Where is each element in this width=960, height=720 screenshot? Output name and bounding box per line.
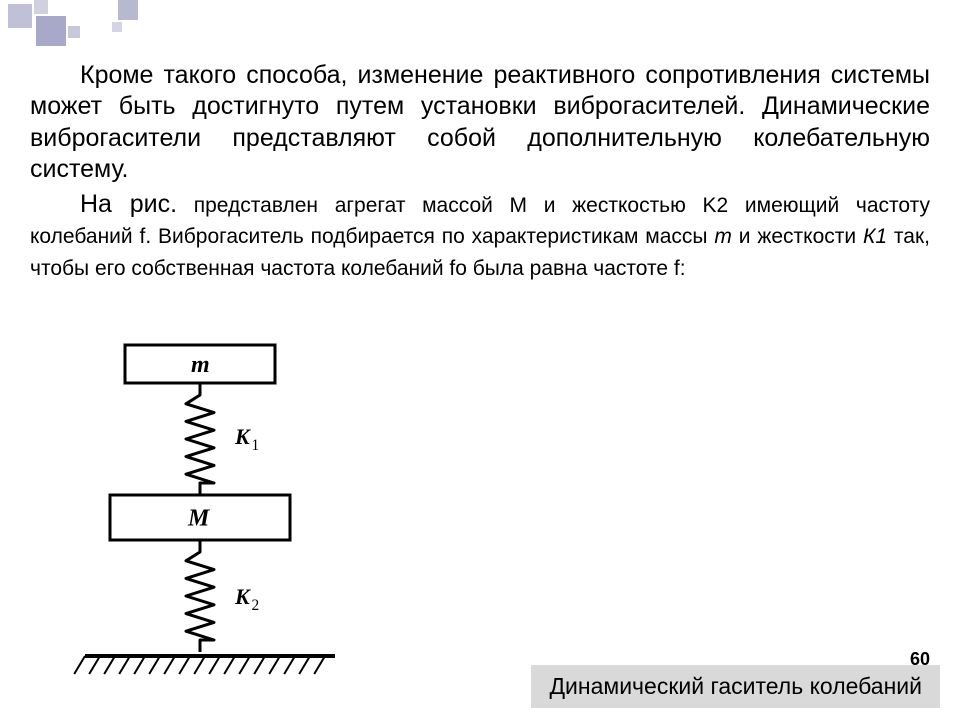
deco-square [118,0,138,20]
deco-square [112,22,122,32]
content-area: Кроме такого способа, изменение реактивн… [0,0,960,293]
para2-mid: и жесткости [732,225,863,248]
deco-square [8,4,32,28]
svg-text:K: K [234,424,251,449]
paragraph-2: На рис. представлен агрегат массой M и ж… [30,189,930,283]
deco-square [68,26,80,38]
figure-caption: Динамический гаситель колебаний [531,665,940,708]
deco-square [36,16,66,46]
deco-square [34,0,48,14]
corner-decoration [0,0,140,50]
svg-text:m: m [191,352,210,378]
para2-k1: К1 [863,225,887,248]
diagram: mK1MK2 [55,340,345,710]
paragraph-1: Кроме такого способа, изменение реактивн… [30,60,930,185]
para2-lead: На рис. [80,190,177,218]
para2-m: m [714,225,732,248]
svg-text:K: K [234,584,251,609]
svg-text:2: 2 [252,597,260,614]
svg-text:M: M [187,506,211,532]
svg-text:1: 1 [252,437,260,454]
